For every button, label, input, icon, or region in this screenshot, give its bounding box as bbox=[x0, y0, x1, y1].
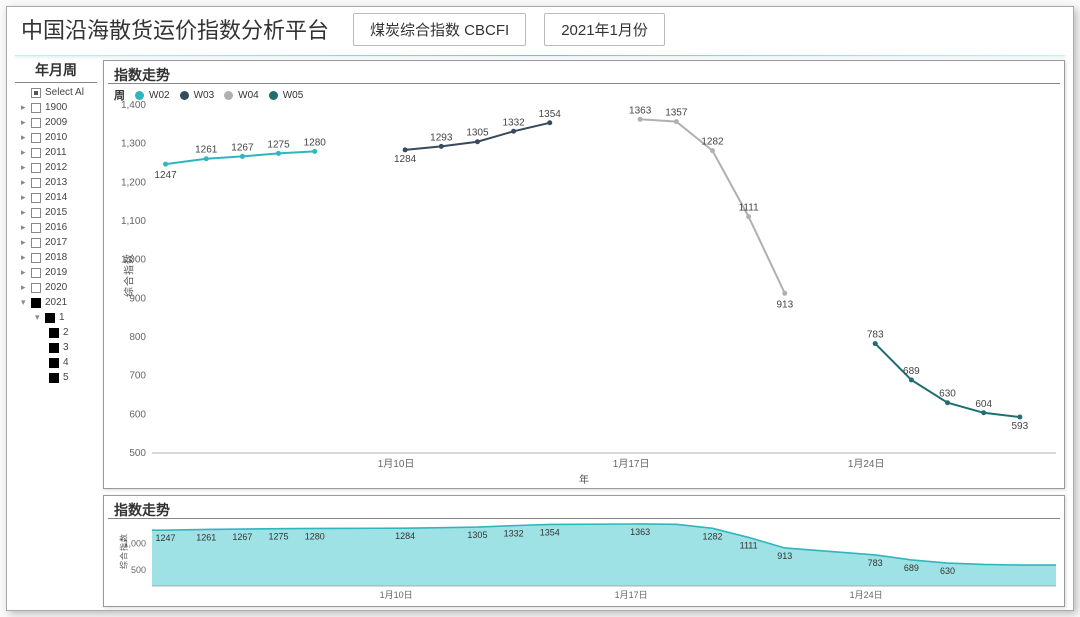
svg-text:1354: 1354 bbox=[540, 527, 560, 537]
header: 中国沿海散货运价指数分析平台 煤炭综合指数 CBCFI 2021年1月份 bbox=[7, 7, 1073, 55]
y-axis-title: 综合指数 bbox=[121, 253, 136, 297]
svg-text:1247: 1247 bbox=[156, 533, 176, 543]
overview-area-chart: 5001,0001月10日1月17日1月24日12471261126712751… bbox=[104, 496, 1066, 602]
filter-period[interactable]: 2021年1月份 bbox=[544, 13, 665, 46]
week-row[interactable]: 2 bbox=[15, 325, 97, 340]
svg-text:1284: 1284 bbox=[395, 531, 415, 541]
main-line-chart: 5006007008009001,0001,1001,2001,3001,400… bbox=[104, 61, 1066, 481]
select-all-label: Select Al bbox=[45, 86, 84, 99]
svg-text:800: 800 bbox=[129, 332, 146, 343]
svg-text:1月17日: 1月17日 bbox=[613, 458, 650, 470]
svg-text:1,300: 1,300 bbox=[121, 139, 146, 150]
svg-text:1月10日: 1月10日 bbox=[380, 590, 413, 600]
svg-text:593: 593 bbox=[1011, 421, 1028, 432]
legend-item[interactable]: W04 bbox=[224, 90, 259, 101]
svg-text:783: 783 bbox=[868, 558, 883, 568]
week-row[interactable]: 5 bbox=[15, 370, 97, 385]
year-row[interactable]: ▸2018 bbox=[15, 250, 97, 265]
week-row[interactable]: 4 bbox=[15, 355, 97, 370]
svg-text:1280: 1280 bbox=[305, 531, 325, 541]
svg-text:1267: 1267 bbox=[232, 532, 252, 542]
chart-panel-trend: 指数走势 周 W02W03W04W05 综合指数 年 5006007008009… bbox=[103, 60, 1065, 489]
year-row[interactable]: ▸2012 bbox=[15, 160, 97, 175]
year-row[interactable]: ▸2017 bbox=[15, 235, 97, 250]
svg-text:1354: 1354 bbox=[539, 109, 562, 120]
svg-text:913: 913 bbox=[777, 551, 792, 561]
chart-panel-overview: 指数走势 综合指数 5001,0001月10日1月17日1月24日1247126… bbox=[103, 495, 1065, 607]
svg-text:1261: 1261 bbox=[195, 145, 218, 156]
svg-text:1282: 1282 bbox=[701, 137, 724, 148]
svg-text:1332: 1332 bbox=[502, 117, 525, 128]
svg-text:630: 630 bbox=[939, 389, 956, 400]
svg-text:1247: 1247 bbox=[154, 170, 177, 181]
svg-text:1月10日: 1月10日 bbox=[378, 458, 415, 470]
legend-prefix: 周 bbox=[114, 87, 125, 103]
svg-text:700: 700 bbox=[129, 371, 146, 382]
svg-text:1363: 1363 bbox=[630, 527, 650, 537]
svg-text:1111: 1111 bbox=[740, 540, 758, 550]
month-row[interactable]: ▾1 bbox=[15, 310, 97, 325]
svg-text:689: 689 bbox=[903, 366, 920, 377]
svg-text:1282: 1282 bbox=[702, 531, 722, 541]
year-row[interactable]: ▸2013 bbox=[15, 175, 97, 190]
svg-text:1月24日: 1月24日 bbox=[848, 458, 885, 470]
svg-text:1261: 1261 bbox=[196, 532, 216, 542]
year-row[interactable]: ▸1900 bbox=[15, 100, 97, 115]
svg-text:1月17日: 1月17日 bbox=[615, 590, 648, 600]
svg-text:1332: 1332 bbox=[504, 529, 524, 539]
svg-text:1280: 1280 bbox=[304, 137, 327, 148]
year-row[interactable]: ▸2009 bbox=[15, 115, 97, 130]
year-row[interactable]: ▸2010 bbox=[15, 130, 97, 145]
svg-text:1275: 1275 bbox=[269, 532, 289, 542]
filter-index[interactable]: 煤炭综合指数 CBCFI bbox=[353, 13, 526, 46]
svg-text:1293: 1293 bbox=[430, 132, 453, 143]
x-axis-title: 年 bbox=[579, 471, 589, 486]
year-row[interactable]: ▸2019 bbox=[15, 265, 97, 280]
date-tree-sidebar: 年月周 Select Al ▸1900▸2009▸2010▸2011▸2012▸… bbox=[15, 60, 97, 607]
year-row[interactable]: ▸2020 bbox=[15, 280, 97, 295]
svg-text:630: 630 bbox=[940, 566, 955, 576]
svg-text:500: 500 bbox=[131, 565, 146, 575]
svg-text:1267: 1267 bbox=[231, 142, 254, 153]
svg-text:1305: 1305 bbox=[467, 530, 487, 540]
svg-text:1月24日: 1月24日 bbox=[850, 590, 883, 600]
svg-text:1363: 1363 bbox=[629, 105, 652, 116]
svg-text:1111: 1111 bbox=[739, 203, 759, 214]
svg-text:500: 500 bbox=[129, 448, 146, 459]
svg-text:1275: 1275 bbox=[267, 139, 290, 150]
svg-text:1357: 1357 bbox=[665, 108, 688, 119]
year-row[interactable]: ▸2016 bbox=[15, 220, 97, 235]
svg-text:604: 604 bbox=[975, 399, 992, 410]
svg-text:1305: 1305 bbox=[466, 128, 489, 139]
chart-legend: 周 W02 W03 W04 W05 bbox=[114, 87, 303, 103]
legend-item[interactable]: W03 bbox=[180, 90, 215, 101]
svg-text:783: 783 bbox=[867, 330, 884, 341]
app-frame: 中国沿海散货运价指数分析平台 煤炭综合指数 CBCFI 2021年1月份 年月周… bbox=[6, 6, 1074, 611]
legend-item[interactable]: W05 bbox=[269, 90, 304, 101]
svg-text:1284: 1284 bbox=[394, 154, 417, 165]
svg-text:1,200: 1,200 bbox=[121, 177, 146, 188]
svg-text:600: 600 bbox=[129, 409, 146, 420]
year-row[interactable]: ▸2014 bbox=[15, 190, 97, 205]
sidebar-title: 年月周 bbox=[15, 60, 97, 83]
svg-text:913: 913 bbox=[776, 299, 793, 310]
svg-text:689: 689 bbox=[904, 563, 919, 573]
legend-item[interactable]: W02 bbox=[135, 90, 170, 101]
year-row-selected[interactable]: ▾2021 bbox=[15, 295, 97, 310]
svg-text:1,100: 1,100 bbox=[121, 216, 146, 227]
week-row[interactable]: 3 bbox=[15, 340, 97, 355]
select-all-row[interactable]: Select Al bbox=[15, 85, 97, 100]
page-title: 中国沿海散货运价指数分析平台 bbox=[15, 11, 335, 47]
year-row[interactable]: ▸2011 bbox=[15, 145, 97, 160]
year-row[interactable]: ▸2015 bbox=[15, 205, 97, 220]
y-axis-title-small: 综合指数 bbox=[119, 533, 130, 569]
